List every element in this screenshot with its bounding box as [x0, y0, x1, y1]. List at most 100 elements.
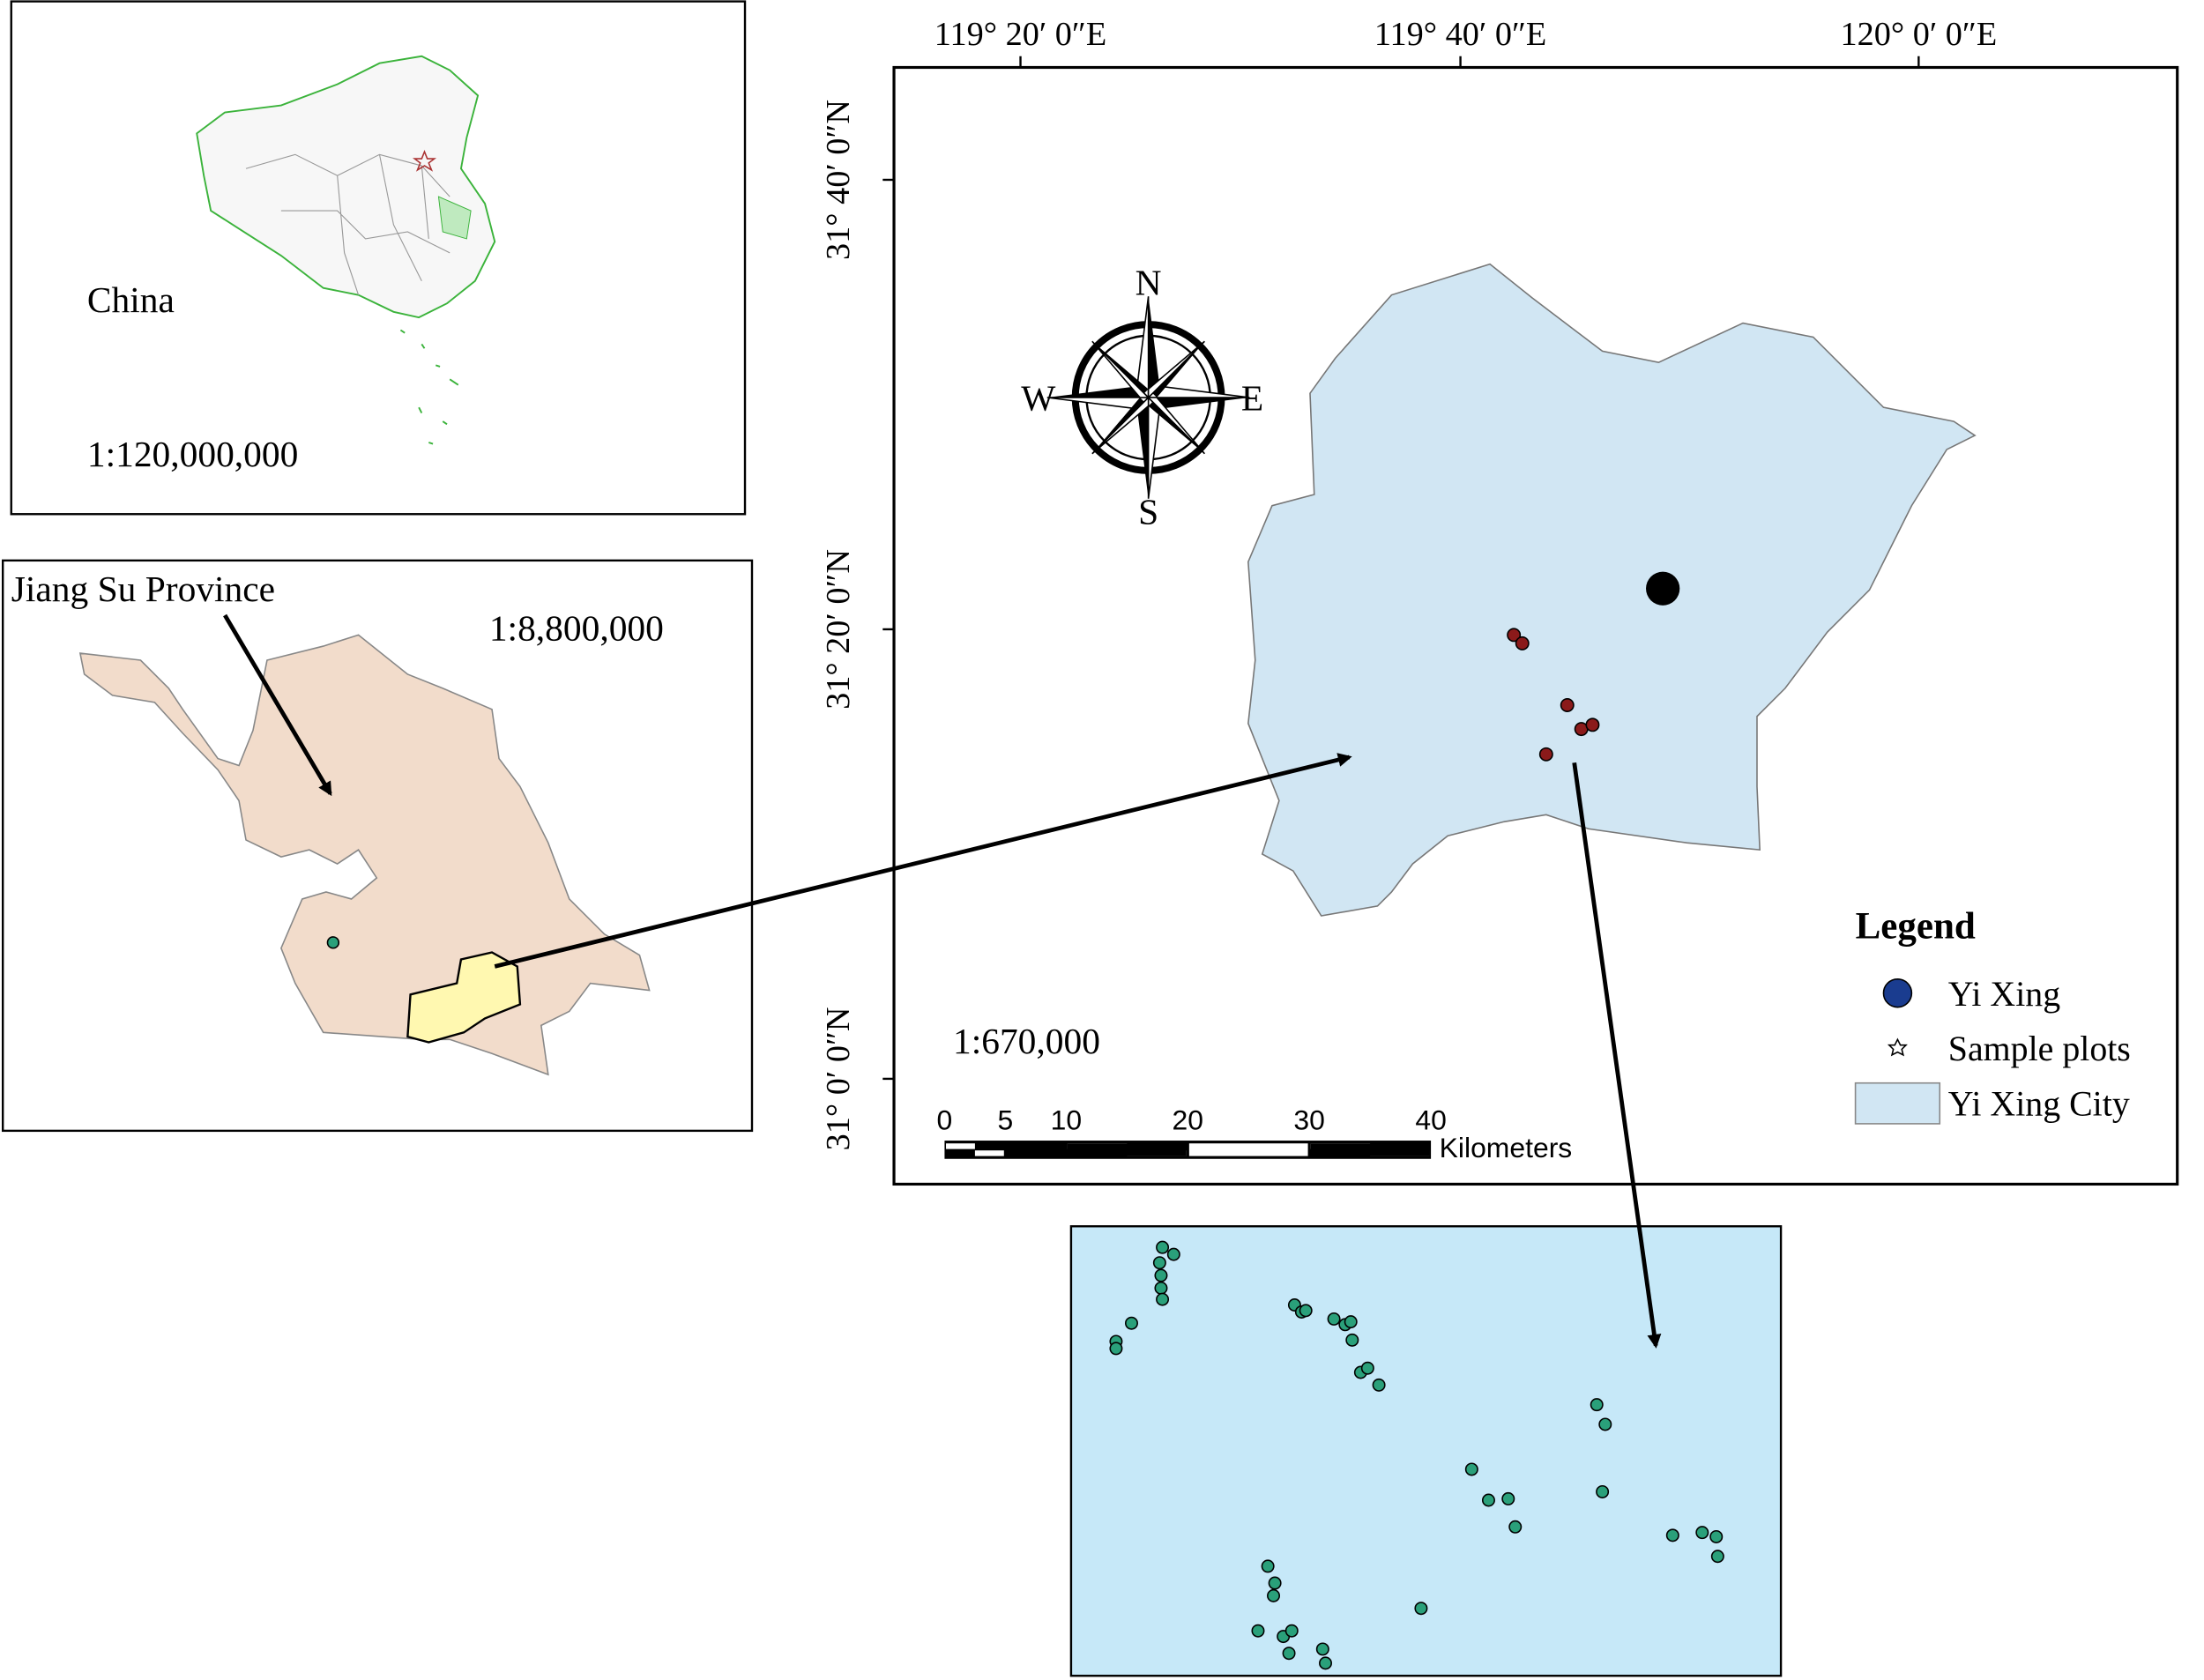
- yixing-small: [406, 951, 522, 1044]
- scale-bar-segment: [1310, 1143, 1430, 1156]
- yixing-city: [1247, 263, 1977, 917]
- legend-title: Legend: [1856, 906, 1976, 948]
- sample-dot: [1507, 628, 1522, 643]
- legend-symbol: [1854, 1082, 1941, 1125]
- scale-bar-segment: [974, 1150, 1004, 1156]
- legend-item: Yi Xing: [1948, 974, 2060, 1014]
- scale-bar-label: 10: [1051, 1104, 1082, 1135]
- sample-dot: [1560, 698, 1575, 712]
- sample-dot: [1538, 747, 1553, 762]
- main-map: 119° 20′ 0″E 119° 40′ 0″E 120° 0′ 0″E 31…: [820, 16, 2179, 1186]
- y-label: 31° 0′ 0″N: [820, 1007, 857, 1151]
- sample-dot: [1414, 1602, 1428, 1616]
- sample-dot: [1299, 1304, 1313, 1318]
- sample-dot: [1154, 1281, 1168, 1295]
- scale-bar-label: 20: [1173, 1104, 1203, 1135]
- legend-item: Sample plots: [1948, 1029, 2131, 1068]
- sample-dot: [1598, 1417, 1612, 1431]
- scale-bar-segment: [1188, 1143, 1308, 1156]
- sample-dot: [1109, 1342, 1123, 1356]
- graticule-ticks: [882, 56, 1920, 1081]
- legend: Legend Yi Xing Sample plots Yi Xing City: [1854, 906, 2131, 1125]
- yixing-point: [1646, 571, 1680, 606]
- sample-inset: [1069, 1225, 1783, 1677]
- sample-plots: [1507, 628, 1600, 762]
- sample-dot: [1156, 1292, 1170, 1306]
- sample-dot: [1709, 1529, 1724, 1543]
- province-borders: [245, 153, 450, 295]
- scale-bar-segment: [946, 1143, 975, 1149]
- arrow: [223, 613, 332, 797]
- y-label: 31° 40′ 0″N: [820, 100, 857, 260]
- scale-bar-segment: [1067, 1143, 1187, 1156]
- sample-dot: [1695, 1526, 1709, 1540]
- scale-bar-label: 30: [1293, 1104, 1324, 1135]
- scale-bar-outline: [944, 1141, 1432, 1159]
- arrow: [494, 753, 1352, 969]
- sample-dot: [1267, 1588, 1281, 1602]
- inset-frame: [1069, 1225, 1783, 1677]
- scale-bar-label: 5: [998, 1104, 1014, 1135]
- sample-dot: [1345, 1333, 1359, 1347]
- jiangsu-highlight: [437, 196, 472, 240]
- sample-dot: [1590, 1398, 1604, 1412]
- x-label: 119° 20′ 0″E: [934, 16, 1106, 53]
- scale-bar-unit: Kilometers: [1440, 1132, 1573, 1163]
- sample-dot: [1360, 1361, 1374, 1375]
- sample-dot: [1585, 717, 1600, 732]
- china-scale: 1:120,000,000: [87, 434, 298, 474]
- sample-dot: [1154, 1268, 1168, 1282]
- arrows: [223, 613, 1662, 1349]
- sample-dot: [1319, 1656, 1333, 1670]
- inset-dots: [1109, 1240, 1724, 1670]
- sample-dot: [1508, 1520, 1523, 1534]
- x-label: 119° 40′ 0″E: [1374, 16, 1546, 53]
- province-label: Jiang Su Province: [11, 569, 275, 609]
- sample-dot: [1372, 1378, 1386, 1392]
- sample-dot: [1515, 636, 1530, 650]
- china-outline: [196, 55, 496, 319]
- sample-dot: [1251, 1624, 1265, 1638]
- sample-dot: [1344, 1315, 1358, 1329]
- sample-dot: [1596, 1484, 1610, 1498]
- main-scale: 1:670,000: [953, 1021, 1100, 1061]
- sample-dot: [1315, 1642, 1329, 1656]
- sample-dot: [1481, 1493, 1495, 1507]
- x-label: 120° 0′ 0″E: [1840, 16, 1997, 53]
- sample-dot: [1261, 1559, 1275, 1573]
- sample-dot: [1464, 1462, 1478, 1476]
- legend-symbol: [1882, 978, 1913, 1008]
- scale-bar-label: 0: [937, 1104, 953, 1135]
- sample-dot: [1152, 1256, 1166, 1270]
- capital-star: [412, 149, 437, 172]
- sample-dot: [1156, 1240, 1170, 1254]
- sample-dot: [1284, 1624, 1299, 1638]
- sample-dot: [1501, 1491, 1515, 1505]
- compass-w: W: [1021, 377, 1056, 418]
- province-scale: 1:8,800,000: [489, 608, 664, 649]
- china-panel: China 1:120,000,000: [10, 0, 747, 516]
- sample-dot: [1665, 1528, 1679, 1542]
- sample-dot: [1282, 1647, 1296, 1661]
- compass: N S E W: [1021, 263, 1263, 532]
- province-panel: Jiang Su Province 1:8,800,000: [1, 559, 754, 1133]
- scale-bar-segment: [1006, 1143, 1036, 1149]
- sample-dot: [1268, 1576, 1282, 1590]
- compass-s: S: [1138, 491, 1158, 532]
- compass-e: E: [1241, 377, 1263, 418]
- compass-n: N: [1136, 263, 1162, 303]
- sample-dot: [1124, 1316, 1138, 1330]
- sample-dot: [326, 936, 340, 949]
- legend-symbol: [1887, 1037, 1908, 1057]
- china-label: China: [87, 279, 175, 320]
- islands: [399, 329, 459, 445]
- legend-item: Yi Xing City: [1948, 1083, 2130, 1123]
- sample-dot: [1710, 1550, 1724, 1564]
- y-label: 31° 20′ 0″N: [820, 549, 857, 710]
- arrow: [1572, 762, 1662, 1349]
- scale-bar-segment: [1035, 1150, 1065, 1156]
- sample-dot: [1327, 1312, 1341, 1326]
- scale-bar-label: 40: [1415, 1104, 1446, 1135]
